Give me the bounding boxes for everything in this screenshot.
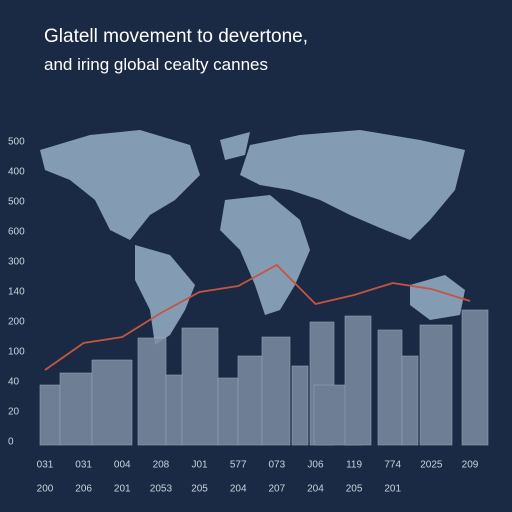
x-tick-label: 004 xyxy=(114,460,131,471)
y-axis-label: 500 xyxy=(8,197,25,208)
x-tick-label-row2: 206 xyxy=(75,484,92,495)
australia xyxy=(410,275,465,320)
building xyxy=(181,327,219,446)
x-tick-label: 031 xyxy=(37,460,54,471)
y-axis-label: 0 xyxy=(8,437,14,448)
x-tick-label: 119 xyxy=(346,460,362,471)
building xyxy=(401,355,419,446)
x-tick-label: J01 xyxy=(191,460,208,471)
x-tick-label: 208 xyxy=(153,460,170,471)
y-axis-label: 100 xyxy=(8,347,25,358)
building xyxy=(59,372,93,446)
south-america xyxy=(135,245,195,345)
building xyxy=(377,329,403,446)
y-axis-label: 600 xyxy=(8,227,25,238)
x-tick-label: J06 xyxy=(307,460,324,471)
building xyxy=(137,337,167,446)
x-tick-label-row2: 204 xyxy=(230,484,247,495)
x-tick-label-row2: 204 xyxy=(307,484,324,495)
y-axis-label: 500 xyxy=(8,137,25,148)
x-tick-label: 577 xyxy=(230,460,247,471)
y-axis-label: 300 xyxy=(8,257,25,268)
building xyxy=(344,315,372,446)
x-tick-label: 031 xyxy=(75,460,92,471)
x-tick-label: 774 xyxy=(384,460,401,471)
x-tick-label: 073 xyxy=(268,460,285,471)
line-series xyxy=(44,263,471,371)
x-tick-label-row2: 200 xyxy=(37,484,54,495)
chart-title: Glatell movement to devertone, xyxy=(44,26,308,47)
x-tick-label-row2: 2053 xyxy=(150,484,173,495)
y-axis-label: 140 xyxy=(8,287,25,298)
building xyxy=(461,309,489,446)
greenland xyxy=(220,132,250,160)
x-tick-label-row2: 207 xyxy=(268,484,285,495)
world-map xyxy=(40,130,465,345)
eurasia xyxy=(240,130,465,240)
building xyxy=(419,324,453,446)
building xyxy=(237,355,263,446)
chart-subtitle: and iring global cealty cannes xyxy=(44,55,268,74)
x-tick-label: 2025 xyxy=(420,460,443,471)
africa xyxy=(220,195,310,315)
building xyxy=(91,359,133,446)
skyline xyxy=(39,309,489,446)
y-axis-label: 200 xyxy=(8,317,25,328)
building xyxy=(165,374,183,446)
y-axis-label: 40 xyxy=(8,377,20,388)
building xyxy=(217,377,239,446)
north-america xyxy=(40,130,200,240)
building xyxy=(39,384,61,446)
building xyxy=(291,365,309,446)
building xyxy=(261,336,291,446)
x-tick-label-row2: 201 xyxy=(114,484,131,495)
x-tick-label: 209 xyxy=(462,460,479,471)
y-axis-label: 400 xyxy=(8,167,25,178)
y-axis-label: 20 xyxy=(8,407,20,418)
x-tick-label-row2: 205 xyxy=(191,484,208,495)
x-tick-label-row2: 201 xyxy=(384,484,401,495)
x-tick-label-row2: 205 xyxy=(346,484,363,495)
